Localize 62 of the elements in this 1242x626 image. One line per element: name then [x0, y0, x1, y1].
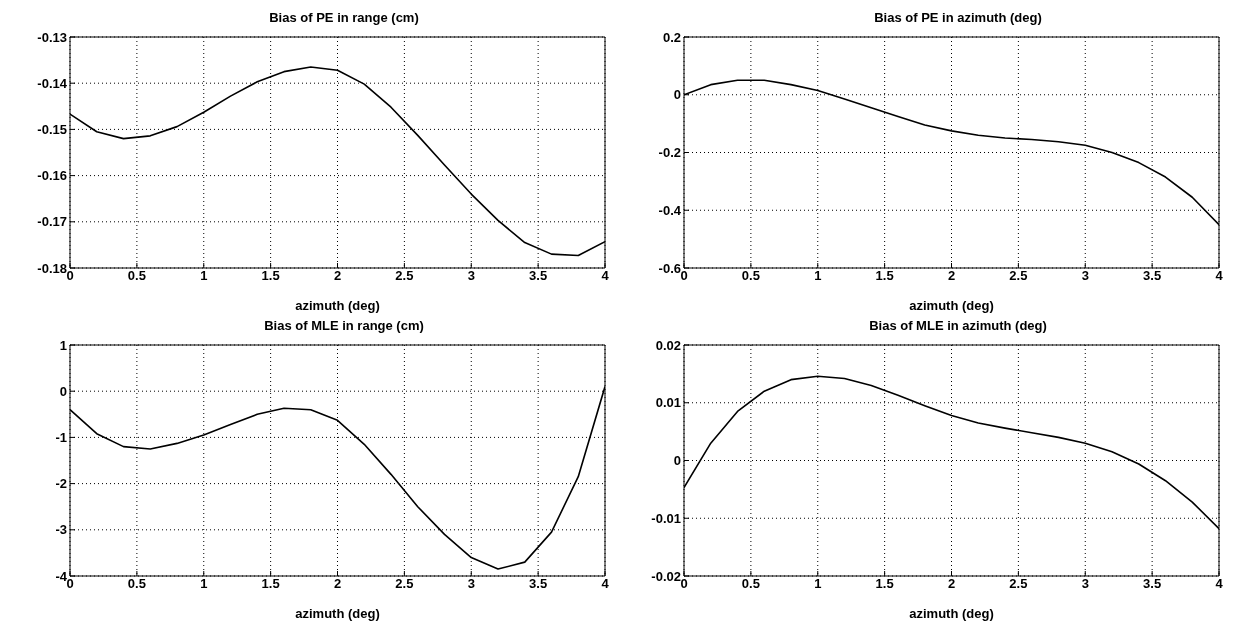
x-tick-label: 3.5 — [529, 268, 548, 284]
x-tick-label: 0.5 — [741, 576, 760, 592]
x-axis-title: azimuth (deg) — [909, 606, 994, 621]
x-tick-label: 1.5 — [261, 268, 280, 284]
x-tick-label: 2 — [947, 268, 956, 284]
x-tick-label: 2 — [333, 576, 342, 592]
y-tick-label: -0.02 — [651, 568, 681, 584]
x-tick-label: 4 — [1215, 576, 1224, 592]
x-tick-label: 3.5 — [1143, 268, 1162, 284]
x-tick-label: 4 — [1215, 268, 1224, 284]
y-tick-label: -0.4 — [658, 202, 682, 218]
x-tick-label: 3.5 — [529, 576, 548, 592]
x-tick-label: 2 — [333, 268, 342, 284]
x-tick-label: 0.5 — [127, 576, 146, 592]
y-tick-label: 0 — [673, 87, 681, 103]
y-tick-label: -1 — [55, 430, 67, 446]
x-tick-label: 2.5 — [395, 268, 414, 284]
x-tick-label: 3.5 — [1143, 576, 1162, 592]
y-tick-label: -3 — [55, 522, 67, 538]
chart-title: Bias of PE in range (cm) — [268, 9, 420, 27]
x-tick-label: 1.5 — [261, 576, 280, 592]
y-tick-label: 0 — [59, 383, 67, 399]
y-tick-label: 0.2 — [662, 29, 681, 45]
x-tick-label: 3 — [467, 268, 475, 284]
x-tick-label: 2.5 — [395, 576, 414, 592]
y-tick-label: 0.02 — [655, 337, 681, 353]
x-tick-label: 2.5 — [1009, 268, 1028, 284]
x-tick-label: 3 — [1081, 576, 1089, 592]
x-tick-label: 0.5 — [741, 268, 760, 284]
chart-title: Bias of PE in azimuth (deg) — [873, 9, 1043, 27]
x-tick-label: 1 — [200, 268, 208, 284]
x-tick-label: 2 — [947, 576, 956, 592]
chart-title: Bias of MLE in azimuth (deg) — [868, 317, 1048, 335]
y-tick-label: -0.17 — [37, 214, 67, 230]
x-axis-title: azimuth (deg) — [295, 298, 380, 313]
x-tick-label: 4 — [601, 576, 610, 592]
chart-title: Bias of MLE in range (cm) — [263, 317, 425, 335]
x-axis-title: azimuth (deg) — [909, 298, 994, 313]
x-tick-label: 4 — [601, 268, 610, 284]
x-tick-label: 1.5 — [875, 268, 894, 284]
x-tick-label: 3 — [467, 576, 475, 592]
x-tick-label: 1 — [814, 268, 822, 284]
x-tick-label: 2.5 — [1009, 576, 1028, 592]
y-tick-label: -0.14 — [37, 75, 68, 91]
x-tick-label: 1.5 — [875, 576, 894, 592]
y-tick-label: -0.13 — [37, 29, 67, 45]
x-axis-title: azimuth (deg) — [295, 606, 380, 621]
x-tick-label: 3 — [1081, 268, 1089, 284]
x-tick-label: 0.5 — [127, 268, 146, 284]
y-tick-label: 0.01 — [655, 395, 681, 411]
y-tick-label: -0.2 — [658, 145, 681, 161]
y-tick-label: -0.15 — [37, 122, 67, 138]
y-tick-label: 0 — [673, 453, 681, 469]
x-tick-label: 1 — [200, 576, 208, 592]
y-tick-label: -4 — [55, 568, 68, 584]
y-tick-label: -0.18 — [37, 260, 67, 276]
y-tick-label: 1 — [59, 337, 67, 353]
y-tick-label: -2 — [55, 476, 67, 492]
y-tick-label: -0.6 — [658, 260, 681, 276]
x-tick-label: 1 — [814, 576, 822, 592]
y-tick-label: -0.01 — [651, 510, 681, 526]
y-tick-label: -0.16 — [37, 168, 67, 184]
